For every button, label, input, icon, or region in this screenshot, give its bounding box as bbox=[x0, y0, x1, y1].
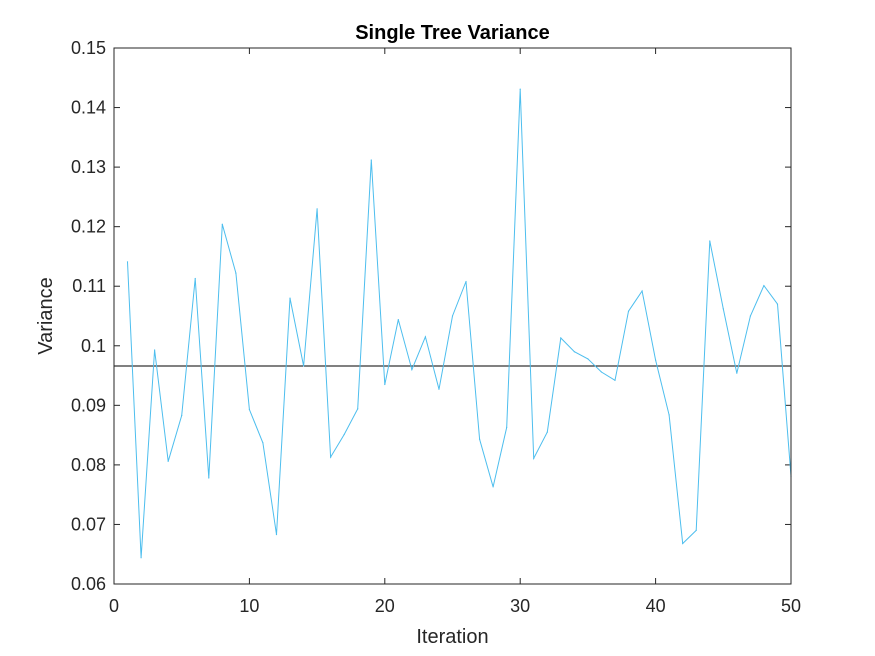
variance-point bbox=[600, 371, 603, 373]
variance-point bbox=[262, 442, 264, 444]
y-tick-label: 0.08 bbox=[71, 455, 106, 475]
variance-point bbox=[316, 208, 318, 210]
ticks: 0 10 20 30 40 50 0.06 0.07 0.08 0.09 0.1 0.11 0.12 0.… bbox=[71, 38, 801, 616]
x-tick-label: 30 bbox=[510, 596, 530, 616]
variance-point bbox=[235, 272, 237, 274]
y-tick-label: 0.13 bbox=[71, 157, 106, 177]
variance-point bbox=[343, 433, 345, 436]
chart-title: Single Tree Variance bbox=[355, 22, 550, 44]
variance-point bbox=[289, 297, 291, 299]
variance-point bbox=[181, 414, 183, 417]
variance-point bbox=[411, 369, 413, 371]
variance-point bbox=[695, 529, 697, 532]
variance-point bbox=[208, 477, 210, 479]
variance-point bbox=[519, 88, 521, 90]
variance-point bbox=[154, 349, 156, 351]
axes-box bbox=[113, 47, 792, 585]
variance-point bbox=[275, 533, 278, 536]
x-axis-label: Iteration bbox=[416, 626, 488, 648]
variance-point bbox=[451, 315, 454, 317]
x-tick-label: 10 bbox=[239, 596, 259, 616]
variance-point bbox=[763, 285, 765, 287]
y-axis-label: Variance bbox=[35, 277, 57, 354]
variance-point bbox=[709, 240, 711, 242]
y-tick-label: 0.1 bbox=[81, 336, 106, 356]
x-tick-label: 20 bbox=[375, 596, 395, 616]
variance-point bbox=[682, 542, 684, 545]
variance-point bbox=[397, 318, 399, 321]
variance-point bbox=[194, 277, 196, 280]
variance-point bbox=[749, 315, 751, 317]
y-tick-label: 0.12 bbox=[71, 217, 106, 237]
variance-point bbox=[506, 426, 508, 428]
variance-point bbox=[587, 358, 589, 360]
variance-point bbox=[140, 557, 142, 559]
variance-point bbox=[722, 308, 724, 310]
variance-point bbox=[560, 337, 562, 339]
variance-point bbox=[465, 280, 467, 283]
y-tick-label: 0.07 bbox=[71, 514, 106, 534]
variance-series-line bbox=[127, 89, 792, 558]
variance-point bbox=[627, 310, 630, 312]
variance-point bbox=[614, 379, 616, 381]
variance-point bbox=[573, 351, 575, 353]
variance-point bbox=[736, 372, 738, 374]
variance-point bbox=[641, 290, 643, 292]
variance-point bbox=[384, 383, 386, 386]
variance-point bbox=[424, 336, 427, 338]
variance-point bbox=[330, 456, 332, 458]
variance-point bbox=[438, 388, 440, 390]
x-tick-label: 40 bbox=[646, 596, 666, 616]
variance-point bbox=[357, 408, 359, 410]
variance-point bbox=[492, 486, 494, 488]
variance-point bbox=[776, 303, 779, 305]
variance-point bbox=[221, 223, 223, 225]
variance-point bbox=[533, 457, 535, 459]
y-tick-label: 0.15 bbox=[71, 38, 106, 58]
variance-point bbox=[668, 414, 670, 416]
variance-point bbox=[655, 359, 657, 361]
y-tick-label: 0.11 bbox=[72, 276, 106, 296]
variance-point bbox=[302, 365, 305, 367]
variance-point bbox=[370, 159, 372, 161]
variance-point bbox=[126, 261, 129, 263]
y-tick-label: 0.14 bbox=[71, 98, 106, 118]
x-tick-label: 0 bbox=[109, 596, 119, 616]
y-tick-label: 0.09 bbox=[71, 395, 106, 415]
y-tick-label: 0.06 bbox=[71, 574, 106, 594]
variance-point bbox=[248, 408, 250, 411]
x-tick-label: 50 bbox=[781, 596, 801, 616]
variance-point bbox=[167, 460, 169, 462]
variance-point bbox=[478, 438, 481, 440]
variance-point bbox=[546, 431, 548, 433]
